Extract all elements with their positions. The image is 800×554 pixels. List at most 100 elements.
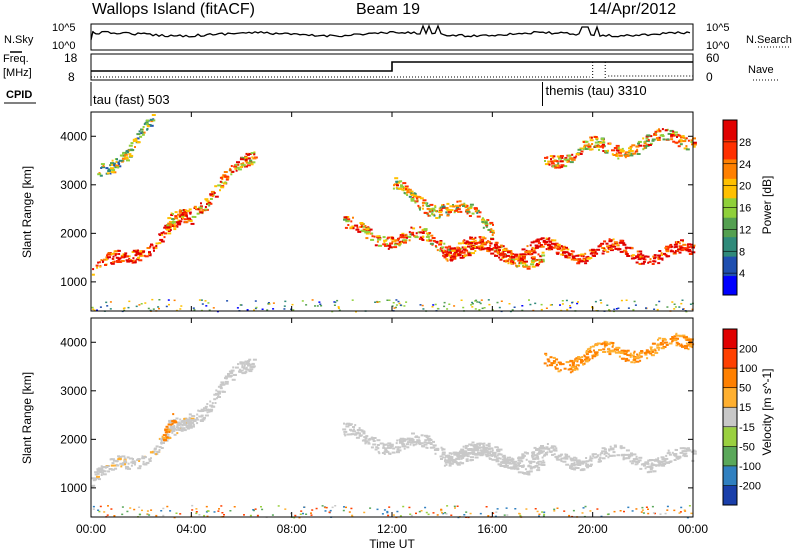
echo-cell xyxy=(196,413,199,416)
echo-cell xyxy=(579,361,583,364)
echo-cell xyxy=(522,464,525,467)
echo-cell xyxy=(495,241,498,244)
echo-cell xyxy=(114,166,118,169)
echo-cell xyxy=(146,513,149,515)
echo-cell xyxy=(510,466,514,469)
echo-cell xyxy=(485,444,490,447)
echo-cell xyxy=(444,456,447,459)
echo-cell xyxy=(395,180,399,183)
echo-cell xyxy=(614,351,619,354)
echo-cell xyxy=(658,256,661,259)
echo-cell xyxy=(563,367,567,370)
echo-cell xyxy=(611,345,614,348)
echo-cell xyxy=(642,512,645,514)
echo-cell xyxy=(647,261,650,264)
echo-cell xyxy=(483,220,488,223)
echo-cell xyxy=(243,367,248,370)
echo-cell xyxy=(645,307,647,309)
echo-cell xyxy=(631,246,634,249)
echo-cell xyxy=(445,454,447,457)
echo-cell xyxy=(526,265,531,268)
echo-cell xyxy=(197,208,200,211)
echo-cell xyxy=(540,237,545,240)
echo-cell xyxy=(557,454,562,457)
echo-cell xyxy=(489,244,492,247)
echo-cell xyxy=(483,446,488,449)
echo-cell xyxy=(254,307,257,310)
echo-cell xyxy=(623,350,628,353)
echo-cell xyxy=(440,508,443,511)
echo-cell xyxy=(100,474,103,476)
echo-cell xyxy=(444,246,449,249)
echo-cell xyxy=(440,509,443,512)
echo-cell xyxy=(458,248,461,251)
echo-cell xyxy=(158,299,161,301)
echo-cell xyxy=(311,299,314,301)
echo-cell xyxy=(417,204,420,207)
echo-cell xyxy=(129,507,132,509)
echo-cell xyxy=(345,425,350,428)
echo-cell xyxy=(160,439,163,442)
echo-cell xyxy=(422,199,427,202)
echo-cell xyxy=(611,149,615,152)
echo-cell xyxy=(657,262,661,265)
echo-cell xyxy=(260,506,262,508)
echo-cell xyxy=(331,506,334,509)
echo-cell xyxy=(209,198,213,200)
echo-cell xyxy=(639,467,643,470)
echo-cell xyxy=(608,240,613,243)
echo-cell xyxy=(498,249,501,252)
echo-cell xyxy=(242,162,245,165)
echo-cell xyxy=(396,439,399,442)
echo-cell xyxy=(140,132,143,134)
echo-cell xyxy=(620,149,625,152)
echo-cell xyxy=(361,439,364,442)
echo-cell xyxy=(495,511,498,513)
echo-cell xyxy=(205,199,208,202)
echo-cell xyxy=(173,228,177,231)
echo-cell xyxy=(632,152,637,155)
echo-cell xyxy=(442,249,445,252)
echo-cell xyxy=(452,205,456,208)
echo-cell xyxy=(682,308,684,310)
echo-cell xyxy=(417,231,421,234)
echo-cell xyxy=(521,309,524,312)
echo-cell xyxy=(645,351,650,354)
echo-cell xyxy=(510,255,514,258)
echo-cell xyxy=(101,466,106,468)
echo-cell xyxy=(637,142,640,145)
echo-cell xyxy=(231,378,236,381)
echo-cell xyxy=(387,514,390,517)
echo-cell xyxy=(463,242,468,245)
echo-cell xyxy=(343,430,348,433)
echo-cell xyxy=(622,243,627,246)
echo-cell xyxy=(219,180,222,183)
echo-cell xyxy=(679,447,684,450)
echo-cell xyxy=(369,507,372,509)
echo-cell xyxy=(573,461,576,464)
echo-cell xyxy=(548,237,551,240)
echo-cell xyxy=(549,364,553,367)
echo-cell xyxy=(142,126,145,128)
echo-cell xyxy=(556,243,561,246)
echo-cell xyxy=(465,460,469,462)
echo-cell xyxy=(218,508,220,510)
echo-cell xyxy=(573,359,577,362)
echo-cell xyxy=(579,147,584,150)
echo-cell xyxy=(498,453,501,456)
echo-cell xyxy=(550,362,555,365)
echo-cell xyxy=(224,380,229,383)
echo-cell xyxy=(603,249,607,251)
echo-cell xyxy=(414,200,419,203)
echo-cell xyxy=(690,512,693,515)
echo-cell xyxy=(180,217,183,220)
echo-cell xyxy=(531,452,535,455)
echo-cell xyxy=(662,346,667,348)
echo-cell xyxy=(443,305,446,308)
echo-cell xyxy=(647,512,650,515)
echo-cell xyxy=(544,156,548,159)
echo-cell xyxy=(495,460,500,463)
echo-cell xyxy=(683,247,687,250)
echo-cell xyxy=(525,452,529,454)
echo-cell xyxy=(451,247,455,250)
